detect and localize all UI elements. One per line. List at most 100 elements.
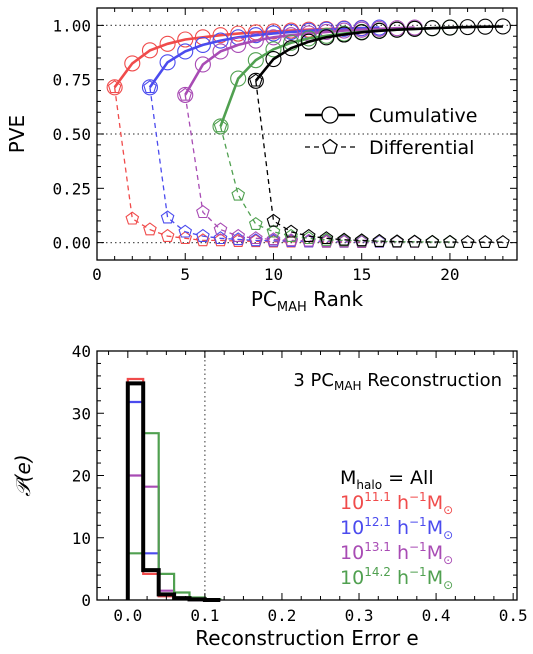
legend-entry-label: 1014.2 h−1M⊙ bbox=[340, 565, 453, 592]
cumulative-point bbox=[247, 32, 264, 49]
differential-point bbox=[160, 210, 175, 224]
differential-point bbox=[496, 235, 510, 248]
cumulative-point bbox=[300, 30, 317, 47]
x-axis-label: PCMAH Rank bbox=[251, 287, 364, 315]
cumulative-point bbox=[494, 18, 511, 35]
y-tick-label: 20 bbox=[72, 467, 91, 486]
legend-entry-label: 1013.1 h−1M⊙ bbox=[340, 540, 453, 567]
cumulative-point bbox=[177, 86, 194, 103]
cumulative-point bbox=[141, 79, 158, 96]
x-tick-label: 0 bbox=[92, 265, 102, 284]
differential-point bbox=[143, 80, 157, 94]
cumulative-point bbox=[177, 43, 194, 60]
cumulative-point bbox=[477, 18, 494, 35]
y-tick-label: 10 bbox=[72, 529, 91, 548]
differential-line bbox=[149, 87, 380, 243]
cumulative-point bbox=[230, 36, 247, 53]
differential-point bbox=[337, 234, 351, 248]
y-tick-label: 30 bbox=[72, 404, 91, 423]
y-tick-label: 0.75 bbox=[52, 71, 91, 90]
differential-point bbox=[213, 222, 228, 236]
differential-point bbox=[319, 231, 334, 245]
cumulative-point bbox=[371, 22, 388, 39]
differential-point bbox=[460, 235, 475, 248]
differential-point bbox=[284, 224, 298, 238]
differential-point bbox=[231, 228, 246, 242]
differential-point bbox=[143, 222, 157, 236]
differential-point bbox=[178, 231, 193, 245]
cumulative-line bbox=[254, 25, 503, 82]
differential-point bbox=[213, 231, 228, 245]
differential-point bbox=[266, 233, 281, 247]
legend-entry-label: 1012.1 h−1M⊙ bbox=[340, 515, 453, 542]
cumulative-line bbox=[148, 26, 380, 89]
legend-differential-marker bbox=[322, 138, 338, 154]
differential-point bbox=[160, 228, 175, 242]
legend-differential-label: Differential bbox=[369, 137, 474, 159]
differential-point bbox=[372, 233, 387, 247]
cumulative-point bbox=[247, 27, 264, 44]
differential-point bbox=[248, 217, 263, 230]
y-tick-label: 0.50 bbox=[52, 125, 91, 144]
differential-point bbox=[407, 234, 422, 248]
y-tick-label: 0.25 bbox=[52, 179, 91, 198]
cumulative-point bbox=[159, 54, 176, 71]
differential-point bbox=[178, 224, 193, 238]
legend-entry-label: 1011.1 h−1M⊙ bbox=[340, 490, 453, 517]
differential-point bbox=[266, 224, 281, 238]
cumulative-point bbox=[265, 29, 282, 46]
error-histogram-chart: 0.0 0.1 0.2 0.3 0.4 0.5 0 10 20 30 40 𝒫(e) Reconstru… bbox=[11, 342, 528, 650]
cumulative-point bbox=[194, 36, 211, 53]
x-tick-label: 0.3 bbox=[345, 606, 374, 625]
y-axis-label: 𝒫(e) bbox=[11, 454, 35, 496]
cumulative-point bbox=[194, 56, 211, 73]
differential-point bbox=[337, 232, 351, 246]
cumulative-point bbox=[159, 35, 176, 52]
x-tick-label: 5 bbox=[180, 265, 190, 284]
differential-point bbox=[196, 228, 210, 242]
differential-point bbox=[231, 187, 246, 201]
cumulative-point bbox=[212, 43, 229, 60]
cumulative-point bbox=[424, 20, 441, 37]
cumulative-point bbox=[106, 79, 123, 96]
y-axis-label: PVE bbox=[5, 115, 29, 153]
cumulative-point bbox=[212, 27, 229, 44]
cumulative-point bbox=[230, 70, 247, 87]
cumulative-point bbox=[353, 24, 370, 41]
cumulative-point bbox=[265, 51, 282, 68]
cumulative-point bbox=[388, 21, 406, 38]
differential-point bbox=[196, 205, 210, 219]
reconstruction-annotation: 3 PCMAH Reconstruction bbox=[293, 370, 502, 393]
cumulative-point bbox=[283, 40, 300, 57]
x-tick-label: 0.4 bbox=[422, 606, 451, 625]
x-tick-label: 0.1 bbox=[190, 606, 219, 625]
differential-point bbox=[266, 232, 281, 246]
differential-point bbox=[107, 80, 122, 94]
differential-point bbox=[425, 234, 440, 248]
differential-point bbox=[125, 211, 140, 225]
cumulative-point bbox=[318, 23, 335, 40]
cumulative-point bbox=[283, 23, 300, 40]
differential-point bbox=[266, 213, 281, 227]
histogram-series bbox=[125, 381, 221, 602]
x-tick-label: 20 bbox=[440, 265, 459, 284]
cumulative-point bbox=[265, 41, 282, 58]
legend-all-label: Mhalo = All bbox=[340, 467, 434, 492]
cumulative-point bbox=[318, 29, 335, 46]
cumulative-point bbox=[230, 25, 247, 42]
cumulative-point bbox=[406, 20, 423, 37]
differential-point bbox=[213, 119, 228, 133]
cumulative-point bbox=[265, 25, 282, 42]
cumulative-point bbox=[441, 19, 458, 36]
differential-point bbox=[248, 73, 263, 87]
differential-point bbox=[478, 235, 493, 248]
cumulative-point bbox=[212, 32, 229, 49]
x-tick-label: 10 bbox=[264, 265, 283, 284]
y-tick-label: 0.00 bbox=[52, 234, 91, 253]
cumulative-point bbox=[247, 52, 264, 69]
cumulative-point bbox=[336, 26, 353, 43]
differential-point bbox=[443, 234, 457, 248]
x-tick-label: 0.5 bbox=[499, 606, 528, 625]
differential-point bbox=[178, 87, 193, 101]
